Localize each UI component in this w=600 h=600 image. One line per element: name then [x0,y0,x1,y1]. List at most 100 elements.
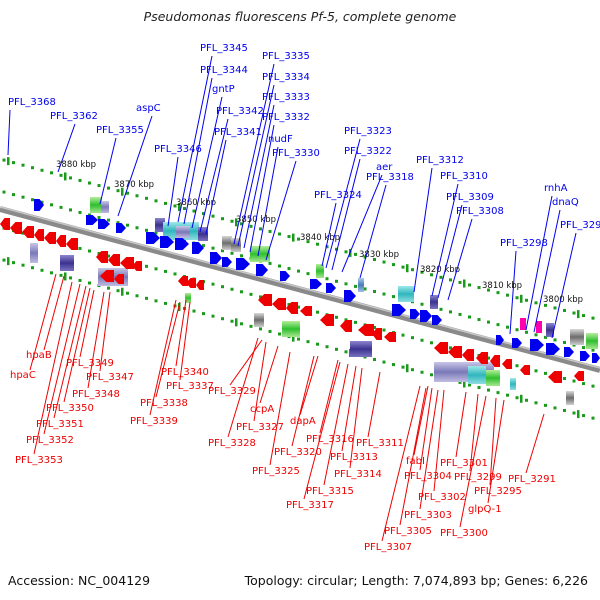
forward-gene-arrow [326,283,336,293]
tick-dot [107,218,110,222]
reverse-gene-label: PFL_3320 [274,447,322,458]
tick-dot [572,379,576,383]
reverse-gene-label: PFL_3317 [286,500,334,511]
forward-leader-line [265,160,297,261]
tick-dot [69,208,72,212]
reverse-gene-label: hpaC [10,370,36,381]
tick-dot [145,228,148,232]
reverse-gene-label: PFL_3303 [404,510,452,521]
feature-block [250,246,270,262]
reverse-leader-line [291,355,315,447]
kbp-label: 3810 kbp [482,281,522,291]
tick-dot [78,178,82,182]
forward-gene-arrow [236,258,250,270]
reverse-gene-label: PFL_3353 [15,455,63,466]
tick-dot [126,223,129,227]
forward-gene-label: PFL_3332 [262,112,310,123]
tick-dot [401,365,405,369]
reverse-gene-label: PFL_3328 [208,438,256,449]
tick-dot [135,226,139,230]
reverse-gene-label: PFL_3301 [440,458,488,469]
tick-dot [439,275,443,279]
forward-gene-label: PFL_3362 [50,111,98,122]
reverse-gene-label: PFL_3302 [418,492,466,503]
reverse-leader-line [487,399,505,504]
tick-dot [553,306,557,310]
reverse-leader-line [179,301,191,381]
reverse-gene-arrow [548,371,562,383]
tick-major [178,303,181,312]
reverse-gene-arrow [476,352,488,364]
forward-gene-arrow [410,309,420,319]
forward-gene-label: aer [376,162,393,173]
reverse-leader-line [253,341,267,422]
tick-dot [354,252,357,256]
forward-leader-line [57,123,76,173]
accession-text: Accession: NC_004129 [8,573,151,588]
reverse-leader-line [29,273,57,371]
forward-leader-line [509,250,517,335]
tick-major [406,364,409,373]
tick-dot [21,195,25,199]
forward-gene-arrow [432,315,442,325]
forward-leader-line [437,204,463,299]
tick-dot [297,237,300,241]
forward-gene-label: PFL_3334 [262,72,310,83]
tick-dot [297,305,300,309]
reverse-gene-label: PFL_3314 [334,469,382,480]
tick-dot [458,312,462,316]
tick-major [178,203,181,212]
reverse-gene-arrow [520,365,530,375]
forward-gene-arrow [592,353,600,363]
forward-gene-label: PFL_3346 [154,144,202,155]
reverse-gene-label: PFL_3325 [252,466,300,477]
tick-major [292,333,295,342]
tick-dot [563,408,566,412]
tick-dot [40,168,44,172]
tick-dot [563,340,566,344]
tick-dot [297,337,300,341]
feature-block [430,295,438,309]
forward-gene-labels: PFL_3368 PFL_3362 PFL_3355 aspC PFL_3346 PFL_… [8,43,600,249]
reverse-gene-arrow [448,346,462,358]
tick-dot [515,296,519,300]
forward-gene-arrow [310,279,322,289]
tick-dot [335,279,338,283]
forward-gene-arrow [175,238,189,250]
tick-dot [240,290,243,294]
tick-dot [487,356,490,360]
forward-gene-arrow [512,338,522,348]
reverse-leader-line [433,389,445,492]
tick-dot [154,299,158,303]
tick-dot [363,287,367,291]
tick-dot [563,376,566,380]
tick-dot [287,235,291,239]
forward-leader-line [183,77,213,225]
reverse-gene-arrow [434,342,448,354]
reverse-leader-line [525,413,545,474]
tick-dot [363,255,367,259]
tick-dot [525,330,528,334]
reverse-leader-line [43,283,81,435]
tick-dot [116,289,120,293]
tick-dot [145,296,148,300]
reverse-gene-arrow [462,349,474,361]
tick-dot [268,229,272,233]
forward-leader-line [237,84,275,247]
feature-block [176,226,190,238]
tick-dot [287,303,291,307]
forward-gene-label: PFL_3355 [96,125,144,136]
forward-gene-label: PFL_3310 [440,171,488,182]
forward-leader-line [249,124,275,253]
forward-gene-label: PFL_3335 [262,51,310,62]
tick-dot [116,221,120,225]
tick-dot [97,216,101,220]
label-leader-lines [7,55,577,542]
tick-dot [116,189,120,193]
reverse-leader-line [87,291,105,389]
feature-block [198,227,208,241]
tick-dot [2,158,6,162]
tick-dot [31,266,34,270]
tick-dot [544,303,547,307]
reverse-gene-arrow [272,298,286,310]
